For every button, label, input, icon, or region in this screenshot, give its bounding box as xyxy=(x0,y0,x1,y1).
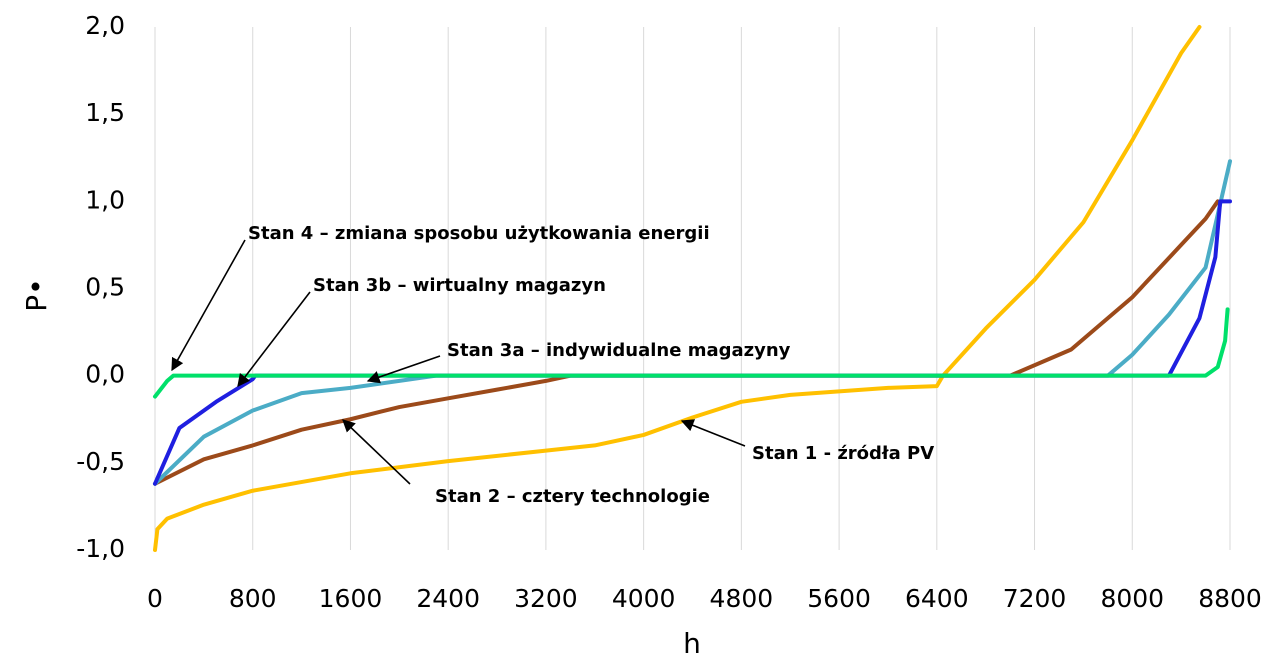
x-tick-label: 8800 xyxy=(1198,584,1262,613)
y-tick-label: 1,5 xyxy=(85,98,125,127)
x-tick-label: 3200 xyxy=(514,584,578,613)
arrow xyxy=(342,419,411,485)
annotation: Stan 4 – zmiana sposobu użytkowania ener… xyxy=(248,223,710,244)
y-tick-label: 1,0 xyxy=(85,185,125,214)
x-tick-label: 8000 xyxy=(1100,584,1164,613)
series-line xyxy=(153,25,1202,552)
x-tick-label: 4800 xyxy=(710,584,774,613)
arrow xyxy=(366,355,441,384)
series-line xyxy=(153,307,1230,399)
annotation: Stan 3b – wirtualny magazyn xyxy=(313,275,606,296)
y-tick-label: 2,0 xyxy=(85,11,125,40)
annotation: Stan 1 - źródła PV xyxy=(752,443,934,464)
x-tick-label: 2400 xyxy=(416,584,480,613)
y-axis-label: P• xyxy=(20,278,53,311)
arrow xyxy=(171,239,246,372)
x-tick-label: 6400 xyxy=(905,584,969,613)
y-tick-label: 0,5 xyxy=(85,273,125,302)
x-tick-label: 0 xyxy=(147,584,163,613)
series-line xyxy=(153,199,1220,486)
x-tick-label: 5600 xyxy=(807,584,871,613)
x-tick-label: 4000 xyxy=(612,584,676,613)
annotation-arrows xyxy=(171,239,746,485)
annotation: Stan 2 – cztery technologie xyxy=(435,486,710,507)
annotation: Stan 3a – indywidualne magazyny xyxy=(447,340,791,361)
y-tick-label: -1,0 xyxy=(76,534,125,563)
y-tick-label: 0,0 xyxy=(85,360,125,389)
arrow xyxy=(680,419,746,447)
x-axis-label: h xyxy=(683,627,701,660)
y-tick-label: -0,5 xyxy=(76,447,125,476)
x-tick-label: 800 xyxy=(229,584,277,613)
series-line xyxy=(153,159,1232,486)
arrow xyxy=(237,291,311,388)
x-tick-label: 1600 xyxy=(319,584,383,613)
x-tick-label: 7200 xyxy=(1003,584,1067,613)
